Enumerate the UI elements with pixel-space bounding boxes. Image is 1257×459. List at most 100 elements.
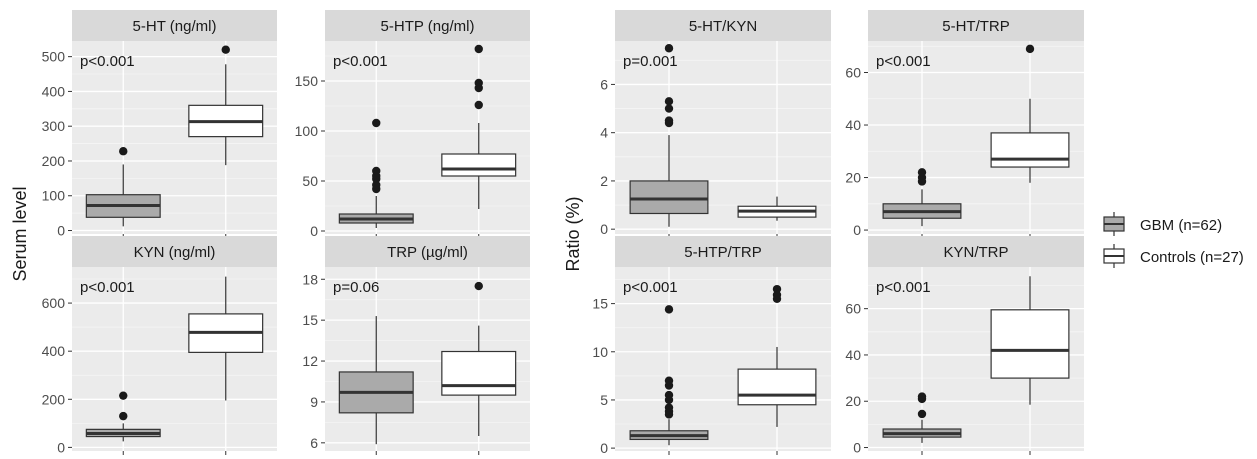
p-value-label: p<0.001 bbox=[333, 53, 388, 70]
panel-strip bbox=[72, 10, 277, 41]
panel-title: KYN (ng/ml) bbox=[134, 244, 216, 261]
outlier-point bbox=[221, 45, 230, 54]
outlier-point bbox=[1025, 44, 1035, 54]
panel-strip bbox=[325, 236, 530, 267]
y-tick-label: 15 bbox=[302, 312, 318, 328]
panel-2: 5-HTP (ng/ml) 0 50 100 150 p<0.001 bbox=[295, 10, 530, 239]
outlier-point bbox=[119, 147, 128, 156]
box-gbm bbox=[629, 305, 709, 446]
outlier-point bbox=[664, 376, 674, 385]
y-tick-label: 9 bbox=[310, 394, 318, 410]
panel-background bbox=[325, 41, 530, 234]
y-tick-label: 50 bbox=[302, 173, 318, 189]
panel-strip bbox=[615, 236, 831, 267]
box-iqr bbox=[441, 153, 517, 177]
box-gbm bbox=[882, 168, 962, 227]
box-iqr bbox=[990, 132, 1070, 168]
outlier-point bbox=[664, 305, 674, 314]
outlier-point bbox=[664, 116, 674, 125]
outlier-point bbox=[917, 409, 927, 419]
y-tick-label: 0 bbox=[600, 221, 608, 237]
outlier-point bbox=[372, 118, 381, 128]
panel-6: 5-HT/TRP 0 20 40 60 p<0.001 bbox=[845, 10, 1084, 238]
legend-label-gbm: GBM (n=62) bbox=[1140, 217, 1222, 234]
panel-8: KYN/TRP 0 20 40 60 p<0.001 bbox=[845, 236, 1084, 456]
panel-strip bbox=[615, 10, 831, 41]
p-value-label: p<0.001 bbox=[876, 279, 931, 296]
y-tick-label: 400 bbox=[42, 343, 66, 359]
y-tick-label: 18 bbox=[302, 271, 318, 287]
y-tick-label: 0 bbox=[853, 222, 861, 238]
y-tick-label: 0 bbox=[600, 440, 608, 456]
y-tick-label: 200 bbox=[42, 153, 66, 169]
y-tick-label: 6 bbox=[600, 76, 608, 92]
box-controls bbox=[737, 196, 817, 221]
outlier-point bbox=[917, 168, 927, 177]
box-gbm bbox=[629, 44, 709, 227]
outlier-point bbox=[664, 44, 674, 53]
box-iqr bbox=[441, 350, 517, 396]
panel-background bbox=[615, 267, 831, 451]
outlier-point bbox=[772, 290, 782, 300]
y-tick-label: 20 bbox=[845, 170, 861, 186]
y-tick-label: 150 bbox=[295, 73, 319, 89]
box-controls bbox=[441, 44, 517, 209]
box-controls bbox=[990, 276, 1070, 405]
y-tick-label: 0 bbox=[310, 223, 318, 239]
box-gbm bbox=[85, 391, 161, 442]
box-controls bbox=[188, 276, 264, 401]
p-value-label: p<0.001 bbox=[80, 53, 135, 70]
panel-title: 5-HTP/TRP bbox=[684, 244, 762, 261]
outlier-point bbox=[917, 392, 927, 401]
y-tick-label: 4 bbox=[600, 125, 608, 141]
y-tick-label: 0 bbox=[853, 440, 861, 456]
p-value-label: p=0.06 bbox=[333, 279, 379, 296]
y-tick-label: 200 bbox=[42, 391, 66, 407]
outlier-point bbox=[772, 284, 782, 294]
panel-title: TRP (µg/ml) bbox=[387, 244, 468, 261]
y-tick-label: 60 bbox=[845, 65, 861, 81]
y-tick-label: 20 bbox=[845, 393, 861, 409]
box-iqr bbox=[990, 309, 1070, 379]
legend: GBM (n=62) Controls (n=27) bbox=[1103, 212, 1244, 268]
y-tick-label: 600 bbox=[42, 295, 66, 311]
y-tick-label: 6 bbox=[310, 435, 318, 451]
box-gbm bbox=[85, 147, 161, 227]
box-controls bbox=[441, 281, 517, 437]
outlier-point bbox=[664, 104, 674, 113]
outlier-point bbox=[664, 97, 674, 106]
panel-title: 5-HT/KYN bbox=[689, 18, 757, 35]
outlier-point bbox=[372, 180, 381, 190]
outlier-point bbox=[664, 390, 674, 400]
outlier-point bbox=[474, 281, 483, 291]
y-tick-label: 0 bbox=[57, 439, 65, 455]
y-tick-label: 300 bbox=[42, 118, 66, 134]
y-tick-label: 5 bbox=[600, 392, 608, 408]
y-tick-label: 500 bbox=[42, 49, 66, 65]
p-value-label: p=0.001 bbox=[623, 53, 678, 70]
panel-title: KYN/TRP bbox=[943, 244, 1008, 261]
panel-background bbox=[72, 267, 277, 451]
legend-item-controls: Controls (n=27) bbox=[1103, 244, 1244, 268]
right-y-axis-label: Ratio (%) bbox=[563, 196, 583, 271]
outlier-point bbox=[119, 391, 128, 400]
left-y-axis-label: Serum level bbox=[10, 186, 30, 281]
panel-strip bbox=[325, 10, 530, 41]
outlier-point bbox=[474, 44, 483, 54]
panel-4: TRP (µg/ml) 6 9 12 15 18 p=0.06 bbox=[302, 236, 530, 455]
outlier-point bbox=[664, 403, 674, 412]
box-controls bbox=[188, 45, 264, 166]
y-tick-label: 15 bbox=[592, 296, 608, 312]
y-tick-label: 40 bbox=[845, 117, 861, 133]
p-value-label: p<0.001 bbox=[876, 53, 931, 70]
box-controls bbox=[990, 44, 1070, 183]
panel-title: 5-HT (ng/ml) bbox=[133, 18, 217, 35]
box-iqr bbox=[737, 368, 817, 406]
y-tick-label: 40 bbox=[845, 347, 861, 363]
y-tick-label: 100 bbox=[42, 188, 66, 204]
outlier-point bbox=[119, 411, 128, 421]
box-controls bbox=[737, 284, 817, 427]
p-value-label: p<0.001 bbox=[623, 279, 678, 296]
legend-label-controls: Controls (n=27) bbox=[1140, 249, 1244, 266]
